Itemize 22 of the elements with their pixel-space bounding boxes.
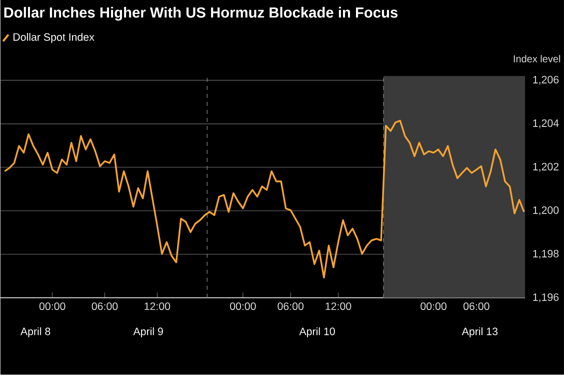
x-tick-label: 00:00 (230, 302, 256, 310)
text: April 10 (299, 327, 335, 338)
legend-label: Dollar Spot Index (14, 33, 94, 44)
text: April 9 (133, 327, 163, 338)
x-tick-label: 00:00 (420, 302, 446, 310)
x-tick-label: 12:00 (326, 302, 352, 310)
x-tick-label: 00:00 (39, 302, 66, 310)
y-tick-label: 1,206 (533, 76, 559, 85)
chart-title: Dollar Inches Higher With US Hormuz Blockade in Focus (4, 7, 398, 21)
y-tick-label: 1,196 (533, 294, 559, 302)
y-tick-label: 1,198 (533, 250, 559, 259)
y-axis-title: Index level (514, 55, 560, 62)
x-tick-label: 06:00 (278, 302, 304, 310)
y-tick-label: 1,202 (533, 163, 559, 172)
y-tick-label: 1,204 (533, 120, 559, 128)
text: April 13 (462, 327, 498, 338)
x-tick-label: 12:00 (144, 302, 170, 310)
y-tick-label: 1,200 (533, 206, 559, 216)
line-series (4, 120, 525, 279)
x-tick-label: 06:00 (92, 302, 118, 310)
x-tick-label: 06:00 (464, 302, 490, 310)
text: April 8 (20, 327, 50, 338)
